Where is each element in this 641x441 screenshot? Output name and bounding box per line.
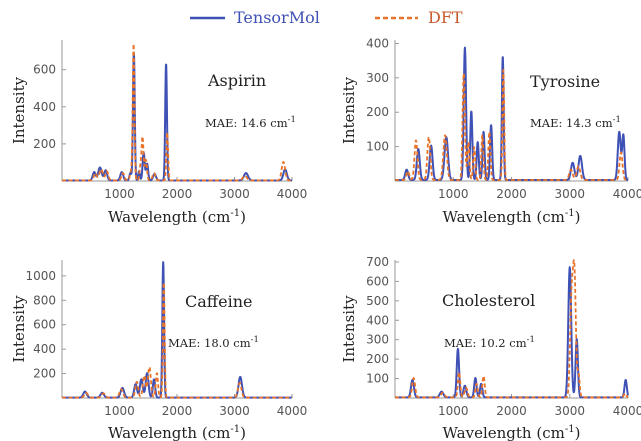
panels: 1000 2000 3000 4000 200 400 600 Aspirin MAE: 14.… (10, 36, 641, 441)
y-axis-title: Intensity (10, 76, 28, 144)
y-tick-label: 200 (366, 105, 389, 119)
x-tick-label: 2000 (162, 404, 193, 418)
y-tick-label: 700 (366, 255, 389, 269)
x-axis-title: Wavelength (cm-1) (108, 208, 246, 226)
chart-panel-tyrosine: 1000 2000 3000 4000 100 200 300 400 Tyrosine MAE:… (340, 36, 641, 226)
y-tick-label: 500 (366, 294, 389, 308)
y-tick-label: 600 (33, 318, 56, 332)
y-tick-label: 600 (33, 63, 56, 77)
y-tick-label: 300 (366, 333, 389, 347)
y-axis-title: Intensity (10, 295, 28, 363)
y-tick-label: 600 (366, 274, 389, 288)
y-tick-label: 400 (33, 342, 56, 356)
y-tick-label: 200 (33, 137, 56, 151)
x-tick-label: 2000 (496, 404, 527, 418)
y-tick-label: 300 (366, 71, 389, 85)
series-line-dft (394, 69, 629, 181)
series-line-dft (394, 259, 629, 399)
x-tick-label: 4000 (613, 187, 641, 201)
y-axis-title: Intensity (340, 76, 358, 144)
x-tick-label: 3000 (219, 404, 250, 418)
x-tick-label: 3000 (554, 404, 585, 418)
mae-label: MAE: 10.2 cm-1 (444, 335, 535, 350)
y-tick-label: 400 (366, 313, 389, 327)
x-tick-label: 4000 (613, 404, 641, 418)
series-line-dft (61, 43, 293, 182)
legend-label-tensormol: TensorMol (234, 8, 320, 27)
x-axis-title: Wavelength (cm-1) (443, 208, 581, 226)
y-tick-label: 200 (33, 367, 56, 381)
y-tick-label: 100 (366, 372, 389, 386)
x-axis-title: Wavelength (cm-1) (108, 424, 246, 441)
chart-panel-cholesterol: 1000 2000 3000 4000 100 200 300 400 500 600 700 Cho… (340, 255, 641, 441)
y-tick-label: 200 (366, 352, 389, 366)
x-tick-label: 1000 (104, 404, 135, 418)
x-axis-title: Wavelength (cm-1) (443, 424, 581, 441)
x-tick-label: 1000 (104, 187, 135, 201)
series-line-tensormol (61, 261, 293, 399)
chart-panel-caffeine: 1000 2000 3000 4000 200 400 600 800 1000 Caffeine… (10, 260, 307, 441)
x-tick-label: 1000 (438, 187, 469, 201)
y-tick-label: 100 (366, 140, 389, 154)
y-tick-label: 400 (33, 100, 56, 114)
x-tick-label: 2000 (496, 187, 527, 201)
series-line-tensormol (394, 266, 629, 399)
legend-label-dft: DFT (428, 8, 463, 27)
x-tick-label: 4000 (277, 404, 308, 418)
x-tick-label: 3000 (554, 187, 585, 201)
compound-name: Tyrosine (530, 72, 600, 91)
mae-label: MAE: 18.0 cm-1 (168, 335, 259, 350)
mae-label: MAE: 14.6 cm-1 (205, 115, 296, 130)
x-tick-label: 1000 (438, 404, 469, 418)
x-tick-label: 3000 (219, 187, 250, 201)
compound-name: Caffeine (185, 292, 253, 311)
series-line-dft (61, 281, 293, 399)
y-tick-label: 800 (33, 293, 56, 307)
x-tick-label: 4000 (277, 187, 308, 201)
legend: TensorMol DFT (190, 8, 463, 27)
mae-label: MAE: 14.3 cm-1 (530, 115, 621, 130)
y-tick-label: 400 (366, 36, 389, 50)
y-axis-title: Intensity (340, 295, 358, 363)
chart-panel-aspirin: 1000 2000 3000 4000 200 400 600 Aspirin MAE: 14.… (10, 40, 307, 226)
compound-name: Aspirin (207, 71, 266, 90)
compound-name: Cholesterol (442, 291, 535, 310)
y-tick-label: 1000 (25, 269, 56, 283)
x-tick-label: 2000 (162, 187, 193, 201)
